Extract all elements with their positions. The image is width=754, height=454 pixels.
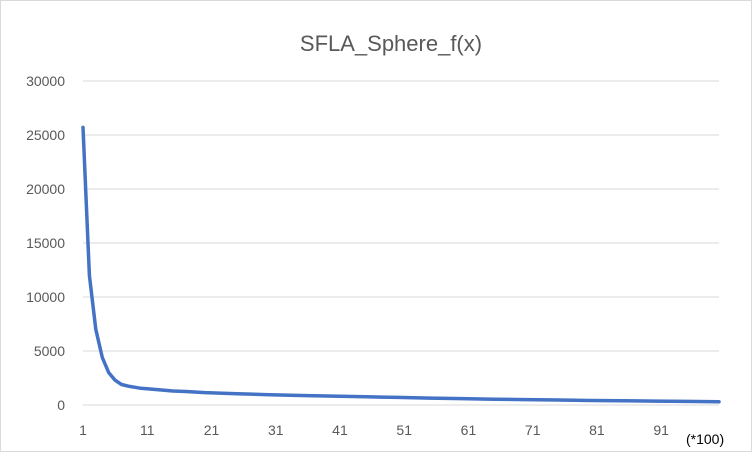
x-tick-label: 1: [79, 422, 87, 438]
x-tick-label: 71: [525, 422, 541, 438]
x-tick-label: 21: [204, 422, 220, 438]
x-tick-label: 31: [268, 422, 284, 438]
y-tick-label: 30000: [26, 73, 65, 89]
chart-title: SFLA_Sphere_f(x): [300, 31, 482, 56]
x-tick-label: 51: [396, 422, 412, 438]
x-tick-label: 11: [140, 422, 155, 438]
y-tick-labels: 0 5000 10000 15000 20000 25000 30000: [26, 73, 65, 413]
y-tick-label: 10000: [26, 289, 65, 305]
y-tick-label: 0: [57, 397, 65, 413]
x-unit-note: (*100): [686, 431, 724, 447]
series-line: [81, 125, 721, 404]
y-tick-label: 15000: [26, 235, 65, 251]
x-tick-labels: 1 11 21 31 41 51 61 71 81 91: [79, 422, 669, 438]
y-tick-label: 5000: [34, 343, 65, 359]
y-tick-label: 20000: [26, 181, 65, 197]
x-tick-label: 41: [332, 422, 348, 438]
x-tick-label: 61: [461, 422, 477, 438]
x-tick-label: 81: [589, 422, 605, 438]
gridlines: [83, 80, 719, 406]
x-tick-label: 91: [653, 422, 669, 438]
series-lines: [81, 125, 721, 404]
y-tick-label: 25000: [26, 127, 65, 143]
